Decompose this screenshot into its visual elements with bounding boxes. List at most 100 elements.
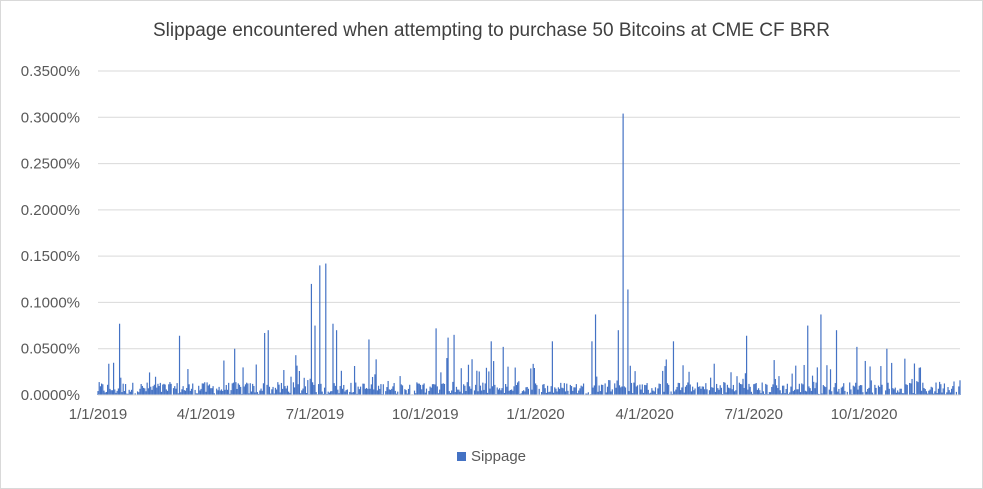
bar	[387, 380, 389, 395]
bar	[868, 387, 870, 395]
bar	[142, 387, 145, 395]
bar	[640, 389, 642, 395]
bar	[858, 385, 860, 395]
bar	[453, 334, 455, 395]
bar	[351, 392, 353, 395]
bar	[473, 390, 476, 395]
bar	[425, 388, 428, 395]
bar	[940, 384, 942, 395]
bar	[825, 387, 827, 395]
bar	[570, 386, 573, 395]
bar	[213, 393, 215, 395]
bar	[662, 370, 664, 395]
bar	[712, 387, 714, 395]
bar	[705, 383, 707, 395]
bar	[102, 384, 104, 395]
bar	[134, 393, 136, 395]
bar	[436, 386, 438, 395]
bar	[942, 388, 944, 395]
bar	[768, 392, 770, 395]
bar	[198, 385, 200, 395]
bar	[282, 388, 284, 395]
bar	[823, 386, 826, 395]
bar	[898, 392, 900, 395]
bar	[100, 383, 103, 395]
bar	[678, 383, 681, 395]
bar	[121, 392, 123, 395]
bar	[395, 393, 398, 395]
bar	[706, 389, 708, 395]
bar	[195, 393, 197, 395]
bar	[295, 355, 297, 395]
bar	[517, 382, 519, 395]
bar	[937, 388, 940, 395]
bar	[556, 391, 558, 395]
bar	[813, 381, 815, 395]
bar	[448, 391, 450, 395]
bar	[951, 388, 953, 395]
bar	[816, 367, 818, 395]
bar	[658, 383, 660, 395]
bar	[732, 384, 735, 395]
bar	[567, 390, 569, 395]
bar	[600, 384, 603, 395]
bar	[841, 386, 844, 395]
bar	[455, 386, 458, 395]
bar	[224, 389, 226, 395]
y-tick-label: 0.3500%	[21, 63, 80, 80]
bar	[126, 393, 128, 395]
bar	[524, 391, 526, 395]
bar	[720, 387, 723, 395]
bar	[573, 387, 575, 395]
bar	[192, 383, 194, 395]
bar	[489, 388, 491, 395]
bar	[694, 388, 696, 395]
bar	[237, 383, 239, 395]
bar	[683, 392, 685, 395]
bar	[526, 386, 528, 395]
bar	[260, 388, 262, 395]
bar	[759, 390, 761, 395]
bar	[574, 387, 576, 395]
bar	[641, 384, 643, 395]
bar	[663, 391, 665, 395]
bar	[585, 393, 587, 395]
bar	[895, 392, 898, 395]
bar	[317, 384, 320, 395]
bar	[508, 390, 510, 395]
bar	[327, 391, 329, 395]
bar	[861, 385, 863, 395]
bar	[152, 386, 154, 395]
bar	[106, 384, 109, 395]
bar	[621, 386, 623, 395]
bar	[808, 386, 810, 395]
bar	[158, 386, 160, 395]
bar	[548, 392, 550, 395]
bar	[458, 389, 460, 395]
bar	[864, 360, 866, 395]
bar	[440, 372, 442, 395]
bar	[916, 381, 918, 395]
bar	[376, 390, 378, 395]
bar	[114, 389, 116, 395]
bar	[404, 389, 406, 395]
bar	[546, 385, 549, 395]
bar	[757, 388, 760, 395]
bar	[837, 391, 839, 395]
bar	[646, 383, 648, 395]
bar	[512, 390, 514, 395]
bar	[713, 363, 715, 395]
bar	[786, 383, 788, 395]
bar	[958, 386, 960, 395]
bar	[178, 335, 181, 395]
bar	[494, 384, 496, 395]
bar	[379, 388, 381, 395]
bar	[437, 393, 440, 395]
bar	[493, 361, 495, 395]
bar	[807, 325, 809, 395]
bar	[169, 382, 171, 395]
bar	[235, 382, 237, 395]
x-tick-label: 7/1/2020	[725, 406, 783, 423]
bar	[867, 388, 869, 395]
bar	[172, 388, 175, 395]
